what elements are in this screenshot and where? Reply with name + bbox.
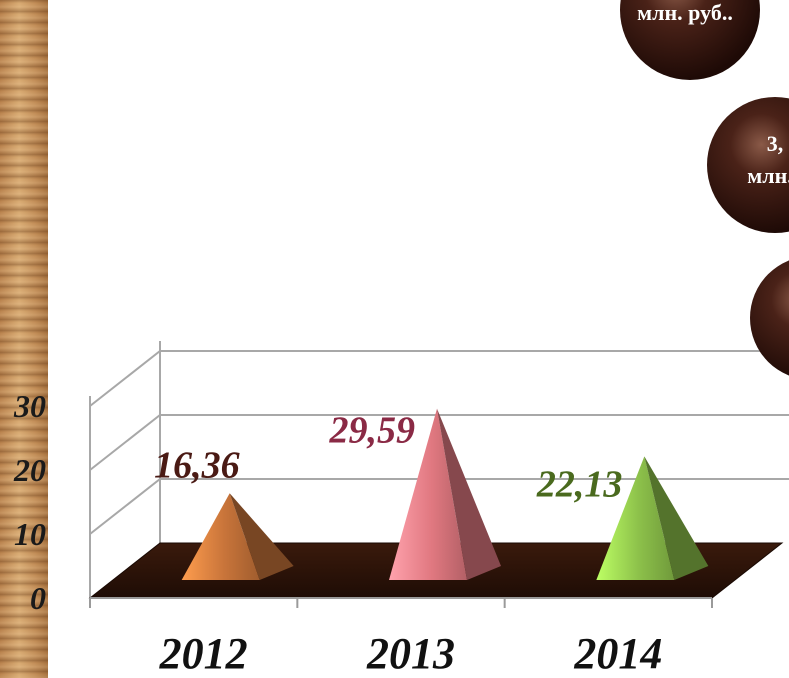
badge-unit: млн. руб.. — [637, 0, 733, 25]
x-tick-label: 2014 — [573, 629, 662, 678]
bar-series — [181, 408, 709, 580]
gridline — [89, 414, 789, 471]
bar — [596, 456, 709, 580]
badge-value: 3, — [767, 131, 784, 156]
bar — [181, 493, 294, 580]
y-tick-label: 0 — [30, 580, 46, 616]
gridline — [89, 350, 789, 407]
data-label: 29,59 — [329, 410, 416, 452]
bar — [389, 408, 501, 580]
badge-unit: млн. — [747, 163, 789, 188]
plot-walls — [89, 341, 161, 598]
y-tick-label: 10 — [14, 516, 46, 552]
side-badge: 3, млн. — [707, 97, 789, 233]
gridlines — [89, 350, 789, 535]
badge-ball — [750, 260, 789, 376]
gridline — [89, 478, 789, 535]
x-tick-label: 2012 — [159, 629, 248, 678]
badge-ball — [707, 97, 789, 233]
bar-front-face — [389, 408, 467, 580]
x-tick-label: 2013 — [366, 629, 455, 678]
bar-side-face — [229, 493, 294, 580]
y-tick-label: 30 — [13, 388, 46, 424]
bar-side-face — [437, 408, 501, 580]
data-label: 16,36 — [154, 444, 240, 486]
bar-front-face — [596, 456, 675, 580]
data-labels: 16,36 2012 29,59 2013 22,13 2014 — [154, 410, 662, 678]
side-badge: млн. руб.. — [620, 0, 760, 80]
axes: 0 10 20 30 — [13, 388, 713, 616]
side-badge: м — [750, 260, 789, 376]
side-badges: млн. руб.. 3, млн. м — [620, 0, 789, 376]
y-tick-label: 20 — [13, 452, 46, 488]
badge-ball — [620, 0, 760, 80]
data-label: 22,13 — [536, 463, 623, 505]
bar-front-face — [181, 493, 260, 580]
wood-texture-strip — [0, 0, 48, 678]
bar-side-face — [644, 456, 709, 580]
